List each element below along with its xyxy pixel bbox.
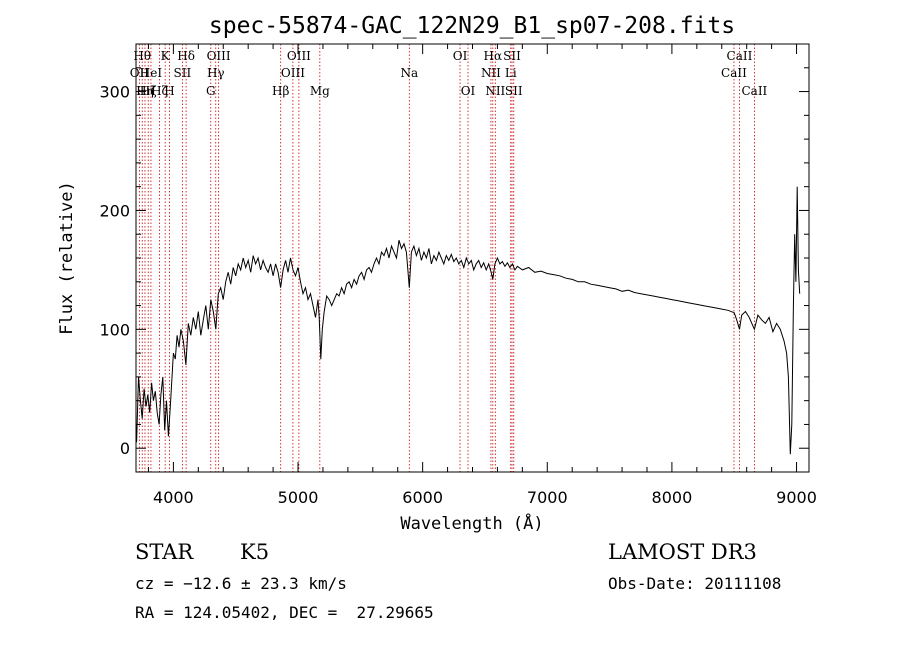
x-tick-label-9000: 9000 bbox=[776, 488, 817, 507]
line-label-6: K bbox=[161, 49, 171, 63]
x-tick-label-4000: 4000 bbox=[153, 488, 194, 507]
y-tick-label-200: 200 bbox=[99, 201, 130, 220]
line-label-12: OIII bbox=[207, 49, 231, 63]
line-label-9: Hδ bbox=[177, 49, 195, 63]
line-label-17: Na bbox=[400, 66, 418, 80]
y-axis-label: Flux (relative) bbox=[57, 181, 77, 335]
line-label-27: CaII bbox=[727, 49, 753, 63]
line-label-13: Hβ bbox=[272, 84, 289, 98]
object-subclass: K5 bbox=[240, 540, 270, 564]
line-label-23: Li bbox=[505, 66, 517, 80]
y-tick-label-0: 0 bbox=[120, 439, 130, 458]
line-label-11: Hγ bbox=[207, 66, 225, 80]
emission-line-labels: HθOIIHηHζHeIHζKHSIIHδGHγOIIIHβOIIIOIIIMg… bbox=[130, 49, 768, 98]
line-label-25: SII bbox=[505, 84, 523, 98]
line-label-1: OII bbox=[130, 66, 150, 80]
line-label-24: SII bbox=[503, 49, 521, 63]
line-label-8: SII bbox=[174, 66, 192, 80]
emission-line-markers bbox=[138, 44, 755, 472]
chart-title: spec-55874-GAC_122N29_B1_sp07-208.fits bbox=[209, 13, 735, 39]
survey-name: LAMOST DR3 bbox=[608, 540, 757, 564]
flux-series-line bbox=[136, 186, 801, 455]
line-label-21: Hα bbox=[484, 49, 503, 63]
line-label-16: Mg bbox=[310, 84, 330, 98]
line-label-19: OI bbox=[461, 84, 476, 98]
x-tick-label-5000: 5000 bbox=[278, 488, 319, 507]
line-label-4: HeI bbox=[140, 66, 163, 80]
line-label-20: NII bbox=[481, 66, 501, 80]
x-axis-label: Wavelength (Å) bbox=[400, 512, 543, 534]
x-tick-label-7000: 7000 bbox=[527, 488, 568, 507]
observation-date: Obs-Date: 20111108 bbox=[608, 574, 782, 593]
line-label-2: Hη bbox=[136, 84, 154, 98]
y-tick-label-100: 100 bbox=[99, 320, 130, 339]
line-label-28: CaII bbox=[741, 84, 767, 98]
line-label-3: Hζ bbox=[140, 84, 157, 98]
x-tick-label-6000: 6000 bbox=[402, 488, 443, 507]
line-label-0: Hθ bbox=[133, 49, 151, 63]
x-axis: 4000 5000 6000 7000 8000 9000 bbox=[147, 44, 817, 507]
line-label-22: NII bbox=[485, 84, 505, 98]
line-label-14: OIII bbox=[281, 66, 305, 80]
line-label-18: OI bbox=[453, 49, 468, 63]
line-label-7: H bbox=[164, 84, 174, 98]
x-tick-label-8000: 8000 bbox=[652, 488, 693, 507]
line-label-10: G bbox=[206, 84, 216, 98]
y-tick-label-300: 300 bbox=[99, 83, 130, 102]
line-label-26: CaII bbox=[721, 66, 747, 80]
coordinates-readout: RA = 124.05402, DEC = 27.29665 bbox=[135, 603, 434, 622]
object-class: STAR bbox=[135, 540, 194, 564]
line-label-15: OIII bbox=[287, 49, 311, 63]
line-label-5: Hζ bbox=[151, 84, 168, 98]
plot-frame bbox=[135, 43, 810, 473]
redshift-readout: cz = −12.6 ± 23.3 km/s bbox=[135, 574, 347, 593]
y-axis: 0 100 200 300 bbox=[99, 43, 809, 473]
